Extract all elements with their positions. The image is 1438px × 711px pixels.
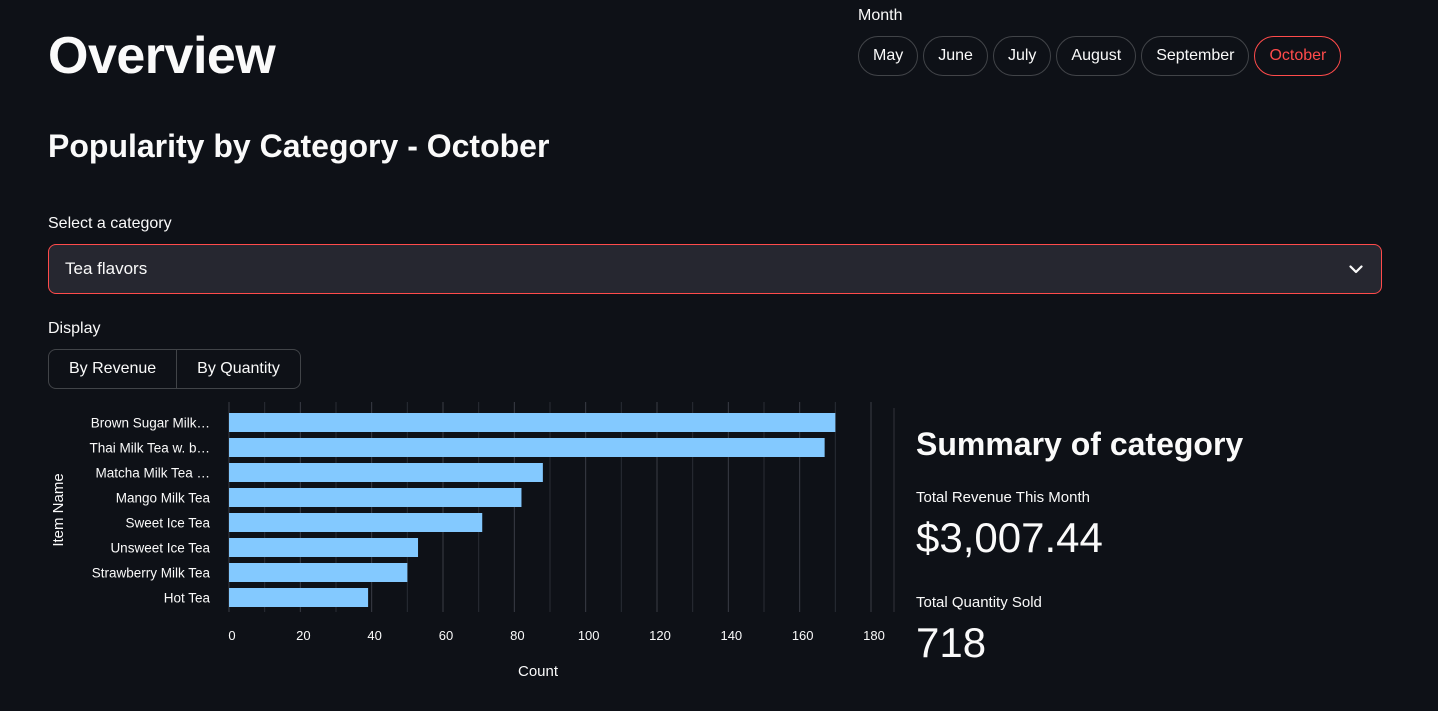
month-pill-october[interactable]: October [1254, 36, 1342, 76]
bar-thai-milk-tea-w-b [229, 438, 825, 457]
bar-sweet-ice-tea [229, 513, 483, 532]
summary-title: Summary of category [916, 426, 1244, 462]
month-pill-july[interactable]: July [992, 36, 1052, 76]
display-toggle: By Revenue By Quantity [48, 349, 301, 389]
category-label-hot-tea: Hot Tea [164, 591, 211, 606]
display-toggle-label: Display [48, 320, 101, 337]
y-axis-title: Item Name [50, 473, 67, 546]
x-tick-140: 140 [720, 628, 742, 643]
bar-strawberry-milk-tea [229, 563, 408, 582]
x-tick-80: 80 [510, 628, 524, 643]
x-tick-120: 120 [649, 628, 671, 643]
month-filter-label: Month [858, 7, 903, 24]
revenue-metric-value: $3,007.44 [916, 514, 1103, 561]
display-option-by-revenue[interactable]: By Revenue [69, 360, 157, 377]
bar-matcha-milk-tea [229, 463, 543, 482]
bar-mango-milk-tea [229, 488, 522, 507]
month-pill-august[interactable]: August [1056, 36, 1137, 76]
x-tick-40: 40 [367, 628, 381, 643]
x-tick-0: 0 [228, 628, 235, 643]
x-tick-60: 60 [439, 628, 453, 643]
category-label-sweet-ice-tea: Sweet Ice Tea [125, 516, 210, 531]
x-tick-20: 20 [296, 628, 310, 643]
x-tick-180: 180 [863, 628, 885, 643]
category-label-unsweet-ice-tea: Unsweet Ice Tea [110, 541, 210, 556]
bar-hot-tea [229, 588, 369, 607]
category-select-label: Select a category [48, 215, 172, 232]
month-pill-september[interactable]: September [1141, 36, 1250, 76]
quantity-metric-label: Total Quantity Sold [916, 594, 1042, 611]
x-tick-160: 160 [792, 628, 814, 643]
x-tick-100: 100 [578, 628, 600, 643]
category-select-value: Tea flavors [65, 259, 148, 278]
quantity-metric-value: 718 [916, 619, 987, 666]
chevron-down-icon [1347, 260, 1365, 278]
category-label-strawberry-milk-tea: Strawberry Milk Tea [92, 566, 211, 581]
page-title: Overview [48, 27, 276, 85]
revenue-metric-label: Total Revenue This Month [916, 489, 1090, 506]
month-pill-may[interactable]: May [858, 36, 919, 76]
month-filter-pills: May June July August September October [858, 36, 1342, 76]
bar-unsweet-ice-tea [229, 538, 419, 557]
category-select[interactable]: Tea flavors [48, 244, 1382, 294]
display-option-by-quantity[interactable]: By Quantity [176, 350, 300, 388]
category-label-brown-sugar-milk: Brown Sugar Milk… [91, 416, 210, 431]
category-label-mango-milk-tea: Mango Milk Tea [116, 491, 211, 506]
popularity-bar-chart: Brown Sugar Milk… Thai Milk Tea w. b… Matc… [50, 402, 895, 680]
x-axis-title: Count [518, 663, 559, 680]
summary-panel: Summary of category Total Revenue This M… [916, 426, 1416, 667]
category-label-thai-milk-tea-w-b: Thai Milk Tea w. b… [89, 441, 210, 456]
bar-brown-sugar-milk [229, 413, 836, 432]
section-subheader: Popularity by Category - October [48, 128, 550, 164]
category-label-matcha-milk-tea: Matcha Milk Tea … [95, 466, 210, 481]
month-pill-june[interactable]: June [923, 36, 988, 76]
